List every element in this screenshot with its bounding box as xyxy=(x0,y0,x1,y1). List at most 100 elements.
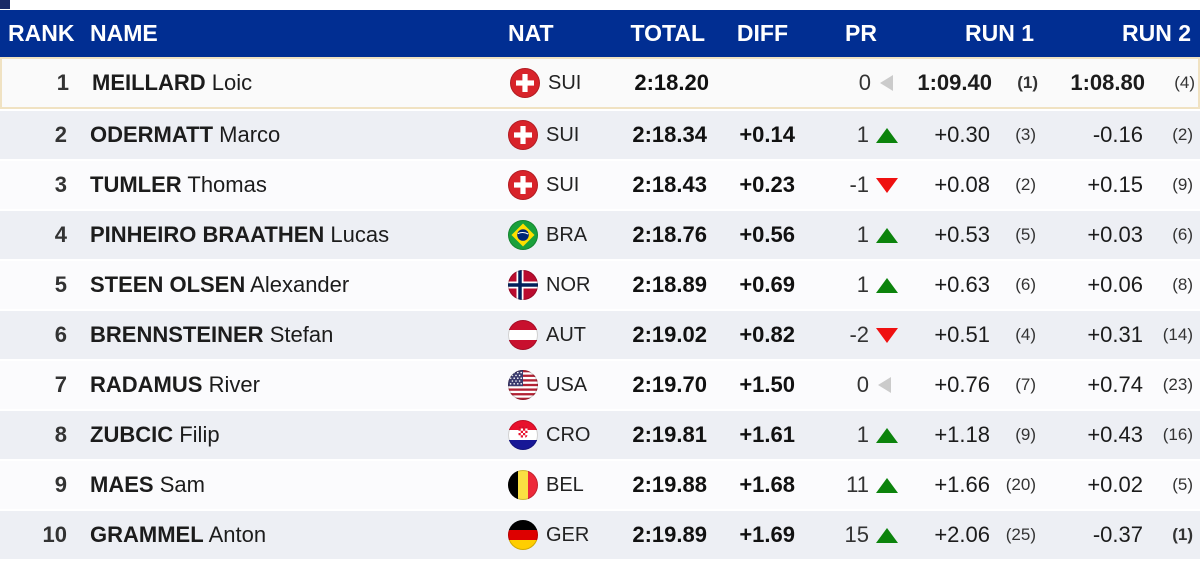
run2-time: +0.06 xyxy=(1087,272,1143,297)
athlete-name: BRENNSTEINER Stefan xyxy=(85,322,497,348)
nation-code: BRA xyxy=(546,223,588,246)
run2-rank: (23) xyxy=(1162,375,1193,394)
run2-rank: (1) xyxy=(1172,525,1193,544)
athlete-surname: PINHEIRO BRAATHEN xyxy=(90,222,325,247)
run1-rank: (7) xyxy=(1015,375,1036,394)
run2-time: +0.43 xyxy=(1087,422,1143,447)
table-row[interactable]: 4 PINHEIRO BRAATHEN Lucas BRA 2:18.76 +0… xyxy=(0,211,1200,259)
run1-time: +2.06 xyxy=(934,522,990,547)
run2-rank: (8) xyxy=(1172,275,1193,294)
position-change-value: 0 xyxy=(858,70,871,95)
rank-value: 4 xyxy=(54,222,67,247)
position-change-value: -1 xyxy=(849,172,869,197)
nation-cell: GER xyxy=(497,520,600,550)
left-triangle-icon xyxy=(880,75,893,91)
athlete-surname: GRAMMEL xyxy=(90,522,204,547)
run1-rank: (1) xyxy=(1017,73,1038,92)
up-triangle-icon xyxy=(876,277,898,293)
total-time: 2:18.20 xyxy=(634,70,709,95)
column-header-rank: RANK xyxy=(8,20,75,46)
run2-rank: (14) xyxy=(1162,325,1193,344)
position-change-value: -2 xyxy=(849,322,869,347)
diff-value: +0.82 xyxy=(739,322,795,347)
run1-time: +1.18 xyxy=(934,422,990,447)
position-change-value: 1 xyxy=(856,272,869,297)
position-change-cell: -1 xyxy=(800,172,900,198)
total-time: 2:19.81 xyxy=(632,422,707,447)
total-time: 2:18.76 xyxy=(632,222,707,247)
run1-time: +0.76 xyxy=(934,372,990,397)
column-header-diff: DIFF xyxy=(736,20,788,46)
position-change-icon xyxy=(878,75,900,91)
run2-time: +0.74 xyxy=(1087,372,1143,397)
diff-value: +1.50 xyxy=(739,372,795,397)
position-change-value: 11 xyxy=(846,472,869,497)
run2-time: -0.37 xyxy=(1092,522,1143,547)
position-change-icon xyxy=(876,527,898,543)
table-row[interactable]: 9 MAES Sam BEL 2:19.88 +1.68 11 +1.66 (2… xyxy=(0,461,1200,509)
up-triangle-icon xyxy=(876,127,898,143)
run1-rank: (6) xyxy=(1015,275,1036,294)
total-time: 2:19.70 xyxy=(632,372,707,397)
position-change-cell: 1 xyxy=(800,122,900,148)
rank-value: 8 xyxy=(54,422,67,447)
table-row[interactable]: 6 BRENNSTEINER Stefan AUT 2:19.02 +0.82 … xyxy=(0,311,1200,359)
athlete-name: MEILLARD Loic xyxy=(87,70,499,96)
table-row-selected[interactable]: 1 MEILLARD Loic SUI 2:18.20 0 1:09.40 (1… xyxy=(0,57,1200,109)
table-row[interactable]: 5 STEEN OLSEN Alexander NOR 2:18.89 +0.6… xyxy=(0,261,1200,309)
table-row[interactable]: 10 GRAMMEL Anton GER 2:19.89 +1.69 15 +2… xyxy=(0,511,1200,559)
athlete-surname: ZUBCIC xyxy=(90,422,174,447)
down-triangle-icon xyxy=(876,177,898,193)
position-change-value: 15 xyxy=(844,522,869,547)
athlete-given-name: Anton xyxy=(208,522,267,547)
nation-code: AUT xyxy=(546,323,586,346)
up-triangle-icon xyxy=(876,227,898,243)
run2-time: 1:08.80 xyxy=(1070,70,1145,95)
run2-time: -0.16 xyxy=(1092,122,1143,147)
total-time: 2:18.89 xyxy=(632,272,707,297)
position-change-icon xyxy=(876,277,898,293)
table-row[interactable]: 3 TUMLER Thomas SUI 2:18.43 +0.23 -1 +0.… xyxy=(0,161,1200,209)
run1-time: +0.53 xyxy=(934,222,990,247)
nation-code: NOR xyxy=(546,273,591,296)
nation-cell: BEL xyxy=(497,470,600,500)
run1-time: +0.30 xyxy=(934,122,990,147)
run2-rank: (4) xyxy=(1174,73,1195,92)
flag-sui-icon xyxy=(510,68,540,98)
athlete-surname: RADAMUS xyxy=(90,372,203,397)
rank-value: 6 xyxy=(54,322,67,347)
run1-rank: (5) xyxy=(1015,225,1036,244)
position-change-icon xyxy=(876,177,898,193)
run2-time: +0.02 xyxy=(1087,472,1143,497)
run1-rank: (3) xyxy=(1015,125,1036,144)
rank-value: 1 xyxy=(56,70,69,95)
position-change-cell: 0 xyxy=(802,70,902,96)
nation-cell: SUI xyxy=(497,170,600,200)
run1-rank: (9) xyxy=(1015,425,1036,444)
nation-cell: CRO xyxy=(497,420,600,450)
column-header-name: NAME xyxy=(90,20,158,46)
run1-time: +0.51 xyxy=(934,322,990,347)
flag-cro-icon xyxy=(508,420,538,450)
table-row[interactable]: 2 ODERMATT Marco SUI 2:18.34 +0.14 1 +0.… xyxy=(0,111,1200,159)
run2-rank: (2) xyxy=(1172,125,1193,144)
table-row[interactable]: 7 RADAMUS River USA 2:19.70 +1.50 0 +0.7… xyxy=(0,361,1200,409)
athlete-name: ZUBCIC Filip xyxy=(85,422,497,448)
position-change-cell: 1 xyxy=(800,222,900,248)
athlete-given-name: Filip xyxy=(179,422,220,447)
position-change-cell: 1 xyxy=(800,422,900,448)
up-triangle-icon xyxy=(876,477,898,493)
table-row[interactable]: 8 ZUBCIC Filip CRO 2:19.81 +1.61 1 +1.18… xyxy=(0,411,1200,459)
nation-cell: SUI xyxy=(499,68,602,98)
rank-value: 7 xyxy=(54,372,67,397)
position-change-value: 1 xyxy=(856,422,869,447)
athlete-surname: STEEN OLSEN xyxy=(90,272,246,297)
total-time: 2:19.89 xyxy=(632,522,707,547)
rank-value: 3 xyxy=(54,172,67,197)
position-change-icon xyxy=(876,127,898,143)
total-time: 2:19.02 xyxy=(632,322,707,347)
nation-code: BEL xyxy=(546,473,584,496)
down-triangle-icon xyxy=(876,327,898,343)
athlete-given-name: Loic xyxy=(211,70,253,95)
up-triangle-icon xyxy=(876,427,898,443)
